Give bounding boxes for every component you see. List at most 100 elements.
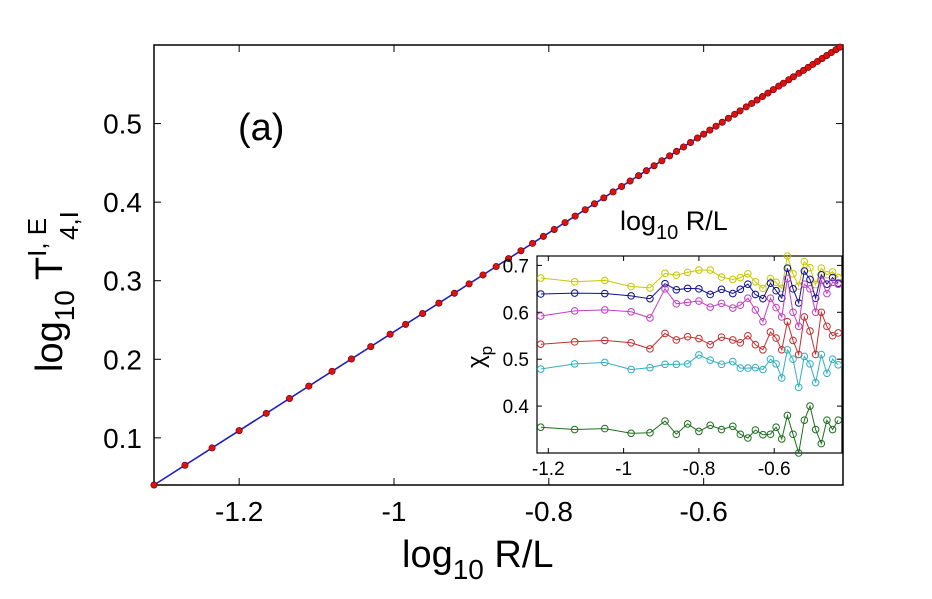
inset-series-magenta [536,274,843,331]
inset-ylabel: χp [463,346,496,368]
inset-point [777,435,786,443]
data-point [581,206,589,214]
inset-point [536,423,545,432]
inset-point [751,277,760,286]
data-point [712,122,720,130]
inset-point [570,360,579,368]
inset-point [646,429,654,437]
inset-point [744,364,752,372]
inset-point [789,285,797,293]
data-point [402,320,410,328]
inset-point [729,336,737,344]
inset-point [661,329,669,338]
inset-point [772,334,780,342]
inset-point [600,336,609,345]
inset-point [817,270,826,279]
inset-point [751,306,760,314]
inset-point [717,299,726,308]
inset-point [800,416,809,424]
inset-point [661,285,669,293]
inset-point [683,332,692,341]
inset-point [823,416,831,424]
inset-point [729,289,737,298]
inset-series-cyan [536,346,843,392]
data-point [731,110,739,118]
inset-series-green [536,402,843,457]
inset-point [695,266,703,274]
inset-point [783,346,792,354]
data-point [724,114,732,122]
inset-point [627,338,635,347]
data-point [650,162,658,170]
main-xlabel-sub: 10 [453,554,484,585]
inset-point [706,266,715,274]
inset-point [695,297,703,305]
data-point [718,118,726,126]
inset-point [600,276,609,285]
inset-point [823,369,831,378]
inset-point [729,357,737,366]
inset-point [766,430,775,439]
inset-point [646,294,654,303]
inset-point [759,365,767,374]
inset-point [806,327,814,335]
inset-point [706,340,715,349]
inset-series-line [540,310,839,357]
inset-point [570,338,579,346]
inset-point [695,334,703,343]
inset-point [695,351,703,359]
data-point [764,89,772,97]
inset-point [695,285,703,293]
inset-point [706,421,715,430]
data-point [753,96,761,104]
inset-point [706,303,715,311]
inset-point [783,411,792,420]
inset-point [672,430,681,439]
inset-point [772,286,780,295]
inset-point [717,285,726,294]
inset-point [817,276,826,285]
inset-point [834,361,843,369]
inset-point [783,264,792,272]
inset-point [789,355,797,363]
inset-point [800,257,809,266]
inset-point [646,284,654,292]
inset-point [627,282,635,291]
data-point [758,93,766,101]
inset-point [736,285,745,294]
data-point [285,395,293,403]
data-point [492,263,500,271]
inset-xtick-label: -0.8 [683,459,716,480]
main-ytick-label: 0.4 [103,187,142,218]
inset-title-log: log [620,206,656,236]
inset-point [817,439,826,448]
inset-title-tail: R/L [678,206,728,236]
data-point [836,43,844,51]
inset-point [683,284,692,293]
inset-xtick-label: -1.2 [532,459,565,480]
data-point [769,86,777,94]
data-point [181,461,189,469]
inset-point [627,429,635,438]
data-point [700,130,708,138]
inset-point [789,336,797,345]
inset-point [751,363,760,372]
panel-label: (a) [238,107,284,149]
data-point [635,172,643,180]
inset-point [817,308,826,317]
inset-point [717,360,726,369]
data-point [450,289,458,297]
inset-point [828,273,837,282]
inset-point [536,312,545,320]
data-point [539,232,547,240]
inset-point [683,420,692,428]
inset-point [800,267,809,275]
data-point [618,182,626,190]
inset-point [828,268,837,276]
main-xtick-label: -1 [382,496,407,527]
data-point [347,355,355,363]
inset-point [811,308,820,317]
inset-point [661,360,669,369]
inset-point [777,313,786,321]
inset-point [661,417,669,425]
